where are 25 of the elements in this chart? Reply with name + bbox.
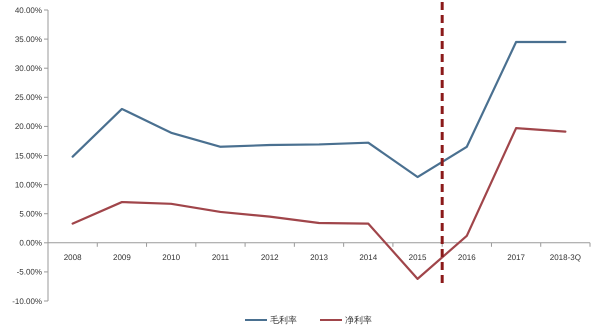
y-tick-label: 5.00% xyxy=(19,210,42,218)
x-tick-label: 2014 xyxy=(359,252,378,262)
y-tick-label: 35.00% xyxy=(14,34,42,44)
x-tick-label: 2010 xyxy=(162,252,181,262)
y-tick-label: 15.00% xyxy=(14,151,42,160)
x-tick-label: 2015 xyxy=(408,252,427,262)
y-tick-label: 0.00% xyxy=(19,238,42,248)
y-tick-label: 40.00% xyxy=(14,6,42,15)
x-tick-label: 2008 xyxy=(64,252,82,262)
legend-label: 净利率 xyxy=(345,315,372,326)
y-tick-label: 10.00% xyxy=(14,180,42,190)
x-tick-label: 2011 xyxy=(212,252,230,262)
y-tick-label: 20.00% xyxy=(14,122,42,132)
legend-label: 毛利率 xyxy=(270,315,297,326)
y-tick-label: 30.00% xyxy=(14,64,42,73)
line-series xyxy=(72,40,566,178)
y-tick-label: -5.00% xyxy=(16,268,42,277)
x-tick-label: 2009 xyxy=(113,252,132,262)
y-tick-label: 25.00% xyxy=(14,93,42,102)
x-tick-label: 2013 xyxy=(310,252,328,262)
x-tick-label: 2012 xyxy=(260,252,280,262)
x-tick-label: 2018-3Q xyxy=(550,252,581,262)
x-tick-label: 2016 xyxy=(458,252,476,262)
y-tick-label: -10.00% xyxy=(12,296,42,306)
x-tick-label: 2017 xyxy=(507,252,526,262)
